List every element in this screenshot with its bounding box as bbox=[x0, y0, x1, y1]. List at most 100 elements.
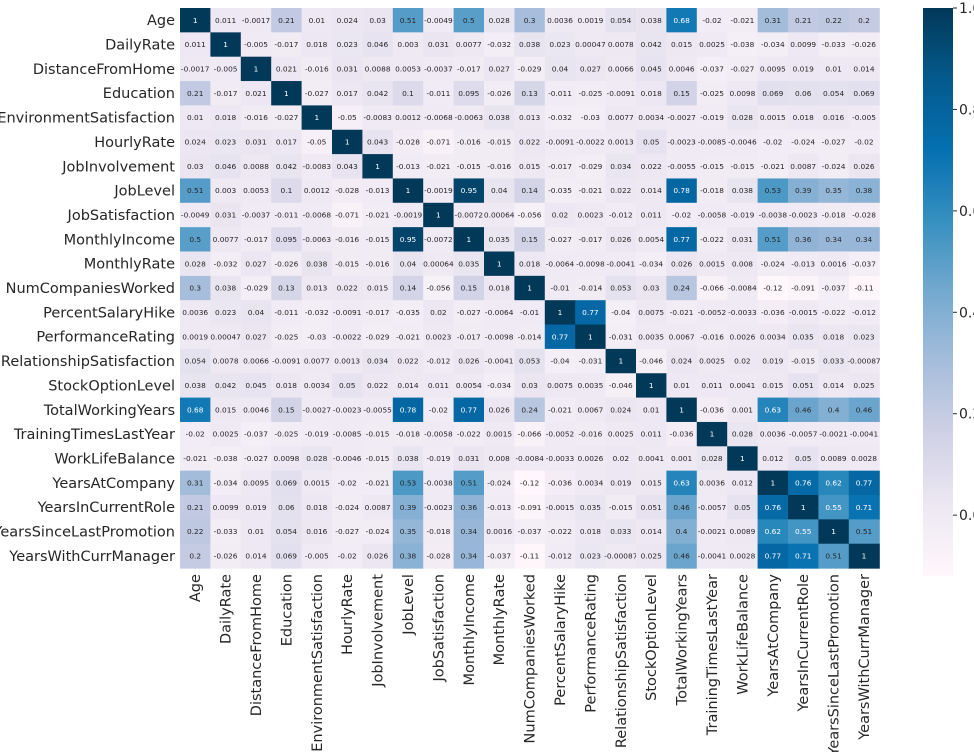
cell-value-label: 0.0036 bbox=[699, 478, 725, 487]
heatmap-cell bbox=[848, 32, 880, 58]
heatmap-cell bbox=[240, 56, 272, 82]
cell-value-label: -0.066 bbox=[518, 430, 542, 439]
cell-value-label: 0.0013 bbox=[334, 357, 360, 366]
heatmap-cell bbox=[575, 446, 607, 472]
cell-value-label: 0.00047 bbox=[575, 40, 606, 49]
heatmap-cell bbox=[332, 470, 363, 496]
cell-value-label: 0.013 bbox=[306, 284, 327, 293]
cell-value-label: 0.014 bbox=[245, 551, 266, 560]
heatmap-cell bbox=[544, 178, 576, 204]
cell-value-label: 0.028 bbox=[306, 454, 327, 463]
y-axis-labels: Age DailyRate DistanceFromHome Education Env… bbox=[0, 13, 175, 565]
heatmap-cell bbox=[666, 8, 698, 33]
heatmap-cell bbox=[636, 470, 667, 496]
cell-value-label: -0.033 bbox=[822, 40, 846, 49]
cell-value-label: -0.015 bbox=[366, 235, 390, 244]
heatmap-cell bbox=[605, 129, 637, 155]
cell-value-label: -0.011 bbox=[548, 89, 572, 98]
cell-value-label: -0.028 bbox=[852, 211, 876, 220]
cell-value-label: 0.011 bbox=[641, 211, 662, 220]
cell-value-label: -0.0021 bbox=[819, 430, 848, 439]
heatmap-cell bbox=[514, 543, 546, 569]
heatmap-cell bbox=[788, 543, 819, 569]
cell-value-label: -0.021 bbox=[578, 186, 602, 195]
heatmap-cell bbox=[180, 202, 211, 228]
cell-value-label: -0.022 bbox=[457, 430, 481, 439]
cell-value-label: 0.0025 bbox=[213, 430, 239, 439]
x-tick-label: StockOptionLevel bbox=[644, 574, 660, 701]
cell-value-label: -0.016 bbox=[700, 332, 724, 341]
heatmap-cell bbox=[848, 178, 880, 204]
cell-value-label: 0.0067 bbox=[669, 332, 695, 341]
heatmap-cell bbox=[301, 495, 333, 520]
cell-value-label: 0.0075 bbox=[547, 381, 573, 390]
cell-value-label: -0.02 bbox=[702, 16, 721, 25]
heatmap-cell bbox=[210, 446, 242, 472]
cell-value-label: 0.68 bbox=[187, 405, 204, 414]
cell-value-label: 0.012 bbox=[762, 454, 783, 463]
cell-value-label: 0.0041 bbox=[638, 454, 664, 463]
heatmap-cell bbox=[301, 421, 333, 447]
heatmap-cell bbox=[514, 495, 546, 520]
x-tick-label: JobInvolvement bbox=[371, 574, 387, 688]
cell-value-label: -0.021 bbox=[366, 211, 390, 220]
heatmap-cell bbox=[423, 275, 455, 301]
cell-value-label: -0.026 bbox=[852, 40, 876, 49]
cell-value-label: -0.027 bbox=[822, 138, 846, 147]
heatmap-cell bbox=[271, 421, 303, 447]
cell-value-label: 0.0099 bbox=[790, 40, 816, 49]
cell-value-label: -0.015 bbox=[730, 162, 754, 171]
cell-value-label: 0.0077 bbox=[213, 235, 239, 244]
heatmap-cell bbox=[180, 105, 211, 131]
heatmap-cell bbox=[696, 300, 728, 326]
cell-value-label: 0.51 bbox=[187, 186, 204, 195]
heatmap-cell bbox=[666, 251, 698, 277]
heatmap-cell bbox=[271, 446, 303, 472]
heatmap-cell bbox=[818, 251, 850, 277]
cell-value-label: 0.53 bbox=[765, 186, 782, 195]
heatmap-cell bbox=[240, 324, 272, 350]
cell-value-label: 0.76 bbox=[795, 478, 812, 487]
heatmap-cell bbox=[271, 519, 303, 545]
cell-value-label: -0.019 bbox=[730, 211, 754, 220]
heatmap-cell bbox=[180, 373, 211, 399]
cell-value-label: 0.0034 bbox=[304, 381, 330, 390]
cell-value-label: 0.027 bbox=[245, 259, 266, 268]
cell-value-label: 0.021 bbox=[276, 64, 297, 73]
cell-value-label: -0.022 bbox=[822, 308, 846, 317]
cell-value-label: -0.015 bbox=[366, 454, 390, 463]
heatmap-cell bbox=[636, 275, 667, 301]
heatmap-cell bbox=[727, 81, 759, 106]
heatmap-cell bbox=[271, 470, 303, 496]
cell-value-label: -0.036 bbox=[670, 430, 694, 439]
cell-value-label: 0.34 bbox=[461, 551, 478, 560]
cell-value-label: -0.0041 bbox=[850, 430, 879, 439]
cell-value-label: -0.018 bbox=[426, 527, 450, 536]
heatmap-cell bbox=[240, 105, 272, 131]
cell-value-label: -0.027 bbox=[335, 527, 359, 536]
heatmap-cell bbox=[301, 397, 333, 423]
cell-value-label: 0.46 bbox=[856, 405, 873, 414]
heatmap-cell bbox=[484, 495, 515, 520]
cell-value-label: 0.051 bbox=[641, 503, 662, 512]
cell-value-label: 0.034 bbox=[610, 162, 631, 171]
heatmap-cell bbox=[453, 397, 485, 423]
cell-value-label: -0.021 bbox=[670, 308, 694, 317]
heatmap-cell bbox=[240, 202, 272, 228]
heatmap-cell bbox=[636, 324, 667, 350]
heatmap-cell bbox=[788, 275, 819, 301]
cell-value-label: 0.043 bbox=[367, 138, 388, 147]
heatmap-cell bbox=[666, 178, 698, 204]
cell-value-label: -0.019 bbox=[305, 430, 329, 439]
cell-value-label: -0.0017 bbox=[181, 64, 210, 73]
heatmap-cell bbox=[727, 56, 759, 82]
cell-value-label: 0.054 bbox=[823, 89, 844, 98]
heatmap-cell bbox=[788, 105, 819, 131]
heatmap-cell bbox=[575, 154, 607, 180]
heatmap-cell bbox=[240, 300, 272, 326]
heatmap-cell bbox=[362, 154, 394, 180]
heatmap-cell bbox=[696, 178, 728, 204]
heatmap-cell bbox=[180, 56, 211, 82]
heatmap-cell bbox=[240, 275, 272, 301]
cell-value-label: 0.023 bbox=[337, 40, 358, 49]
